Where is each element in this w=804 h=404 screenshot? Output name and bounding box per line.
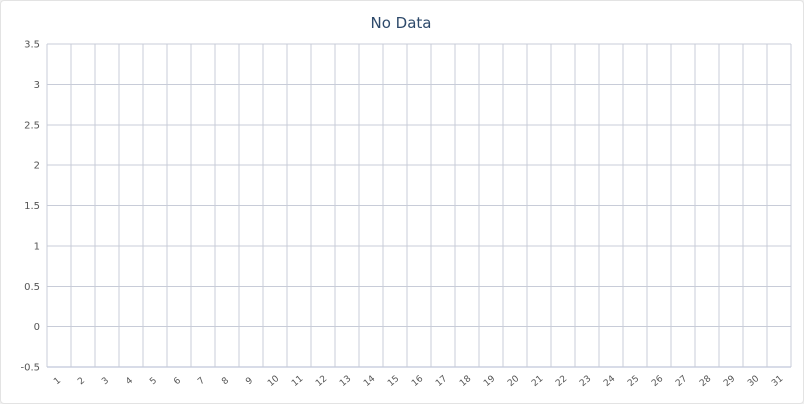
y-tick-label: 3 [34,80,40,91]
x-tick-label: 22 [554,374,569,389]
x-tick-label: 3 [100,376,111,387]
y-tick-label: 3.5 [24,40,40,51]
x-tick-label: 11 [290,374,305,389]
x-tick-label: 8 [220,376,231,388]
x-tick-label: 27 [674,374,689,389]
grid-layer [46,43,792,368]
x-tick-label: 1 [52,376,63,387]
x-tick-label: 2 [76,376,87,387]
x-tick-label: 26 [650,374,665,389]
x-tick-label: 17 [434,374,449,389]
x-tick-label: 14 [362,374,377,389]
y-tick-label: 0 [34,322,40,333]
y-tick-label: 2 [34,161,40,172]
x-tick-label: 30 [746,374,761,389]
x-tick-label: 13 [338,374,353,389]
x-tick-label: 21 [530,374,545,389]
x-tick-label: 28 [698,374,713,389]
x-tick-label: 9 [244,376,255,388]
chart-title: No Data [371,14,432,32]
y-tick-label: 2.5 [24,120,40,131]
y-tick-label: 1 [34,241,40,252]
x-tick-label: 7 [196,376,207,387]
x-tick-label: 6 [172,376,183,388]
x-tick-label: 4 [124,376,135,388]
y-tick-label: -0.5 [20,363,40,374]
x-tick-label: 10 [266,374,281,389]
x-axis: 1 2 3 4 5 6 7 8 9 10 11 12 13 14 15 16 17 18 19 20 21 22 23 24 2… [52,374,785,389]
x-tick-label: 19 [482,374,497,389]
y-tick-label: 0.5 [24,282,40,293]
x-tick-label: 5 [148,376,159,387]
x-tick-label: 29 [722,374,737,389]
x-tick-label: 25 [626,374,641,389]
x-tick-label: 18 [458,374,473,389]
x-tick-label: 16 [410,374,425,389]
x-tick-label: 24 [602,374,617,389]
x-tick-label: 23 [578,374,593,389]
x-tick-label: 31 [770,374,785,389]
y-tick-label: 1.5 [24,201,40,212]
x-tick-label: 20 [506,374,521,389]
x-tick-label: 15 [386,374,401,389]
y-axis: -0.5 0 0.5 1 1.5 2 2.5 3 3.5 [20,40,40,374]
x-tick-label: 12 [314,374,329,389]
